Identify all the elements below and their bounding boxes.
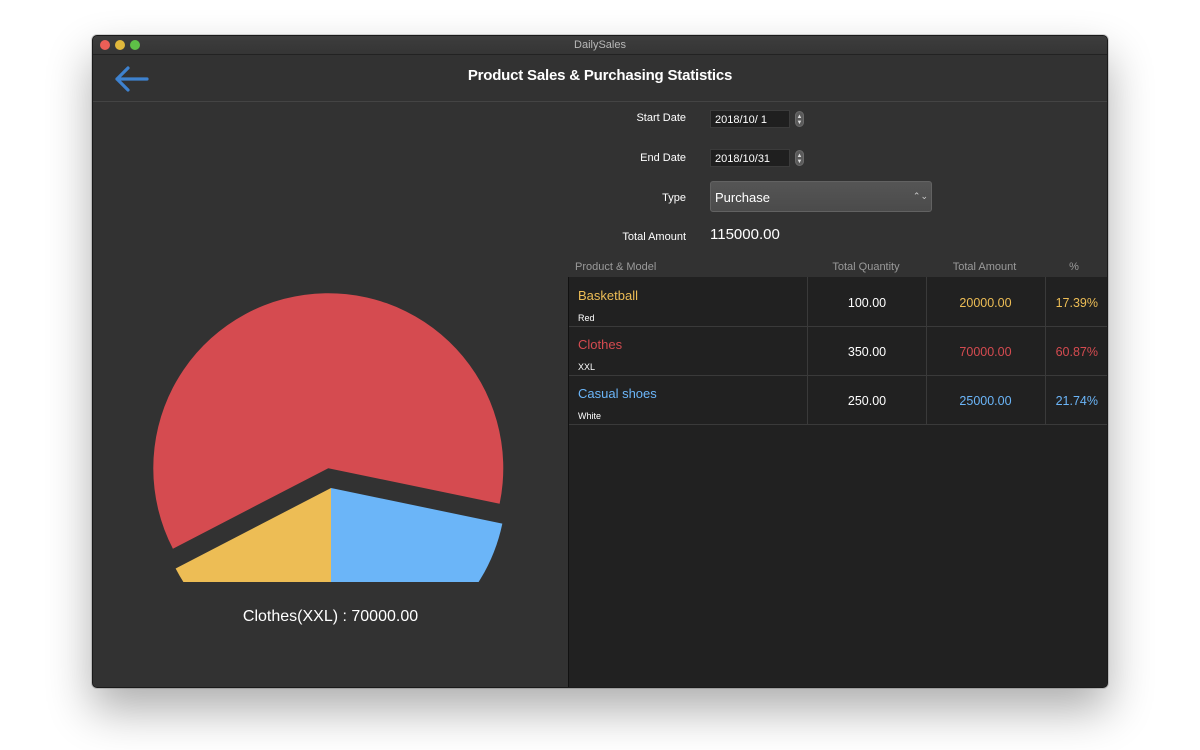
stats-table: Basketball Red 100.00 20000.00 17.39% Cl… bbox=[568, 277, 1107, 687]
product-name: Basketball bbox=[578, 288, 638, 303]
start-date-label: Start Date bbox=[636, 112, 686, 124]
total-amount: 20000.00 bbox=[959, 296, 1012, 310]
pie-slice-basketball[interactable] bbox=[175, 488, 331, 582]
pie-slice-casual-shoes[interactable] bbox=[331, 488, 503, 582]
total-amount: 25000.00 bbox=[959, 394, 1012, 408]
back-button[interactable] bbox=[111, 63, 151, 95]
stats-panel: Start Date 2018/10/ 1 ▲ ▼ End Date 2018/… bbox=[568, 102, 1107, 687]
percent: 17.39% bbox=[1055, 296, 1098, 310]
start-date-field[interactable]: 2018/10/ 1 bbox=[710, 110, 790, 128]
chevron-updown-icon: ⌃⌄ bbox=[912, 191, 928, 201]
stepper-down-icon: ▼ bbox=[796, 120, 803, 126]
type-select-value: Purchase bbox=[715, 190, 770, 205]
page-title: Product Sales & Purchasing Statistics bbox=[467, 67, 733, 84]
title-bar: DailySales bbox=[93, 36, 1107, 55]
close-window-button[interactable] bbox=[100, 40, 110, 50]
minimize-window-button[interactable] bbox=[115, 40, 125, 50]
total-quantity: 250.00 bbox=[847, 394, 887, 408]
total-amount-label: Total Amount bbox=[622, 231, 686, 243]
column-header-percent[interactable]: % bbox=[1069, 261, 1079, 273]
app-window: DailySales Product Sales & Purchasing St… bbox=[92, 35, 1108, 688]
product-model: White bbox=[578, 411, 602, 421]
total-amount: 70000.00 bbox=[959, 345, 1012, 359]
table-row[interactable]: Casual shoes White 250.00 25000.00 21.74… bbox=[569, 375, 1107, 425]
start-date-stepper[interactable]: ▲ ▼ bbox=[795, 111, 804, 127]
table-row[interactable]: Clothes XXL 350.00 70000.00 60.87% bbox=[569, 326, 1107, 376]
product-model: Red bbox=[578, 313, 595, 323]
table-row[interactable]: Basketball Red 100.00 20000.00 17.39% bbox=[569, 277, 1107, 327]
toolbar-header: Product Sales & Purchasing Statistics bbox=[93, 55, 1107, 102]
product-name: Casual shoes bbox=[578, 386, 657, 401]
end-date-field[interactable]: 2018/10/31 bbox=[710, 149, 790, 167]
stepper-up-icon: ▲ bbox=[796, 114, 803, 120]
column-header-product[interactable]: Product & Model bbox=[575, 261, 657, 273]
stepper-up-icon: ▲ bbox=[796, 153, 803, 159]
arrow-left-icon bbox=[115, 66, 149, 92]
column-header-amount[interactable]: Total Amount bbox=[952, 261, 1017, 273]
percent: 60.87% bbox=[1055, 345, 1098, 359]
product-name: Clothes bbox=[578, 337, 623, 352]
type-select[interactable]: Purchase ⌃⌄ bbox=[710, 181, 932, 212]
pie-slice-clothes[interactable] bbox=[153, 293, 504, 549]
end-date-stepper[interactable]: ▲ ▼ bbox=[795, 150, 804, 166]
stepper-down-icon: ▼ bbox=[796, 159, 803, 165]
total-quantity: 100.00 bbox=[847, 296, 887, 310]
chart-panel: Clothes(XXL) : 70000.00 bbox=[93, 102, 568, 687]
window-title: DailySales bbox=[574, 39, 626, 51]
table-header: Product & Model Total Quantity Total Amo… bbox=[568, 256, 1107, 279]
pie-caption: Clothes(XXL) : 70000.00 bbox=[242, 608, 419, 625]
maximize-window-button[interactable] bbox=[130, 40, 140, 50]
pie-chart bbox=[153, 293, 504, 582]
percent: 21.74% bbox=[1055, 394, 1098, 408]
column-header-quantity[interactable]: Total Quantity bbox=[832, 261, 900, 273]
product-model: XXL bbox=[578, 362, 596, 372]
type-label: Type bbox=[662, 192, 686, 204]
end-date-label: End Date bbox=[640, 152, 686, 164]
total-quantity: 350.00 bbox=[847, 345, 887, 359]
total-amount-value: 115000.00 bbox=[710, 226, 780, 243]
